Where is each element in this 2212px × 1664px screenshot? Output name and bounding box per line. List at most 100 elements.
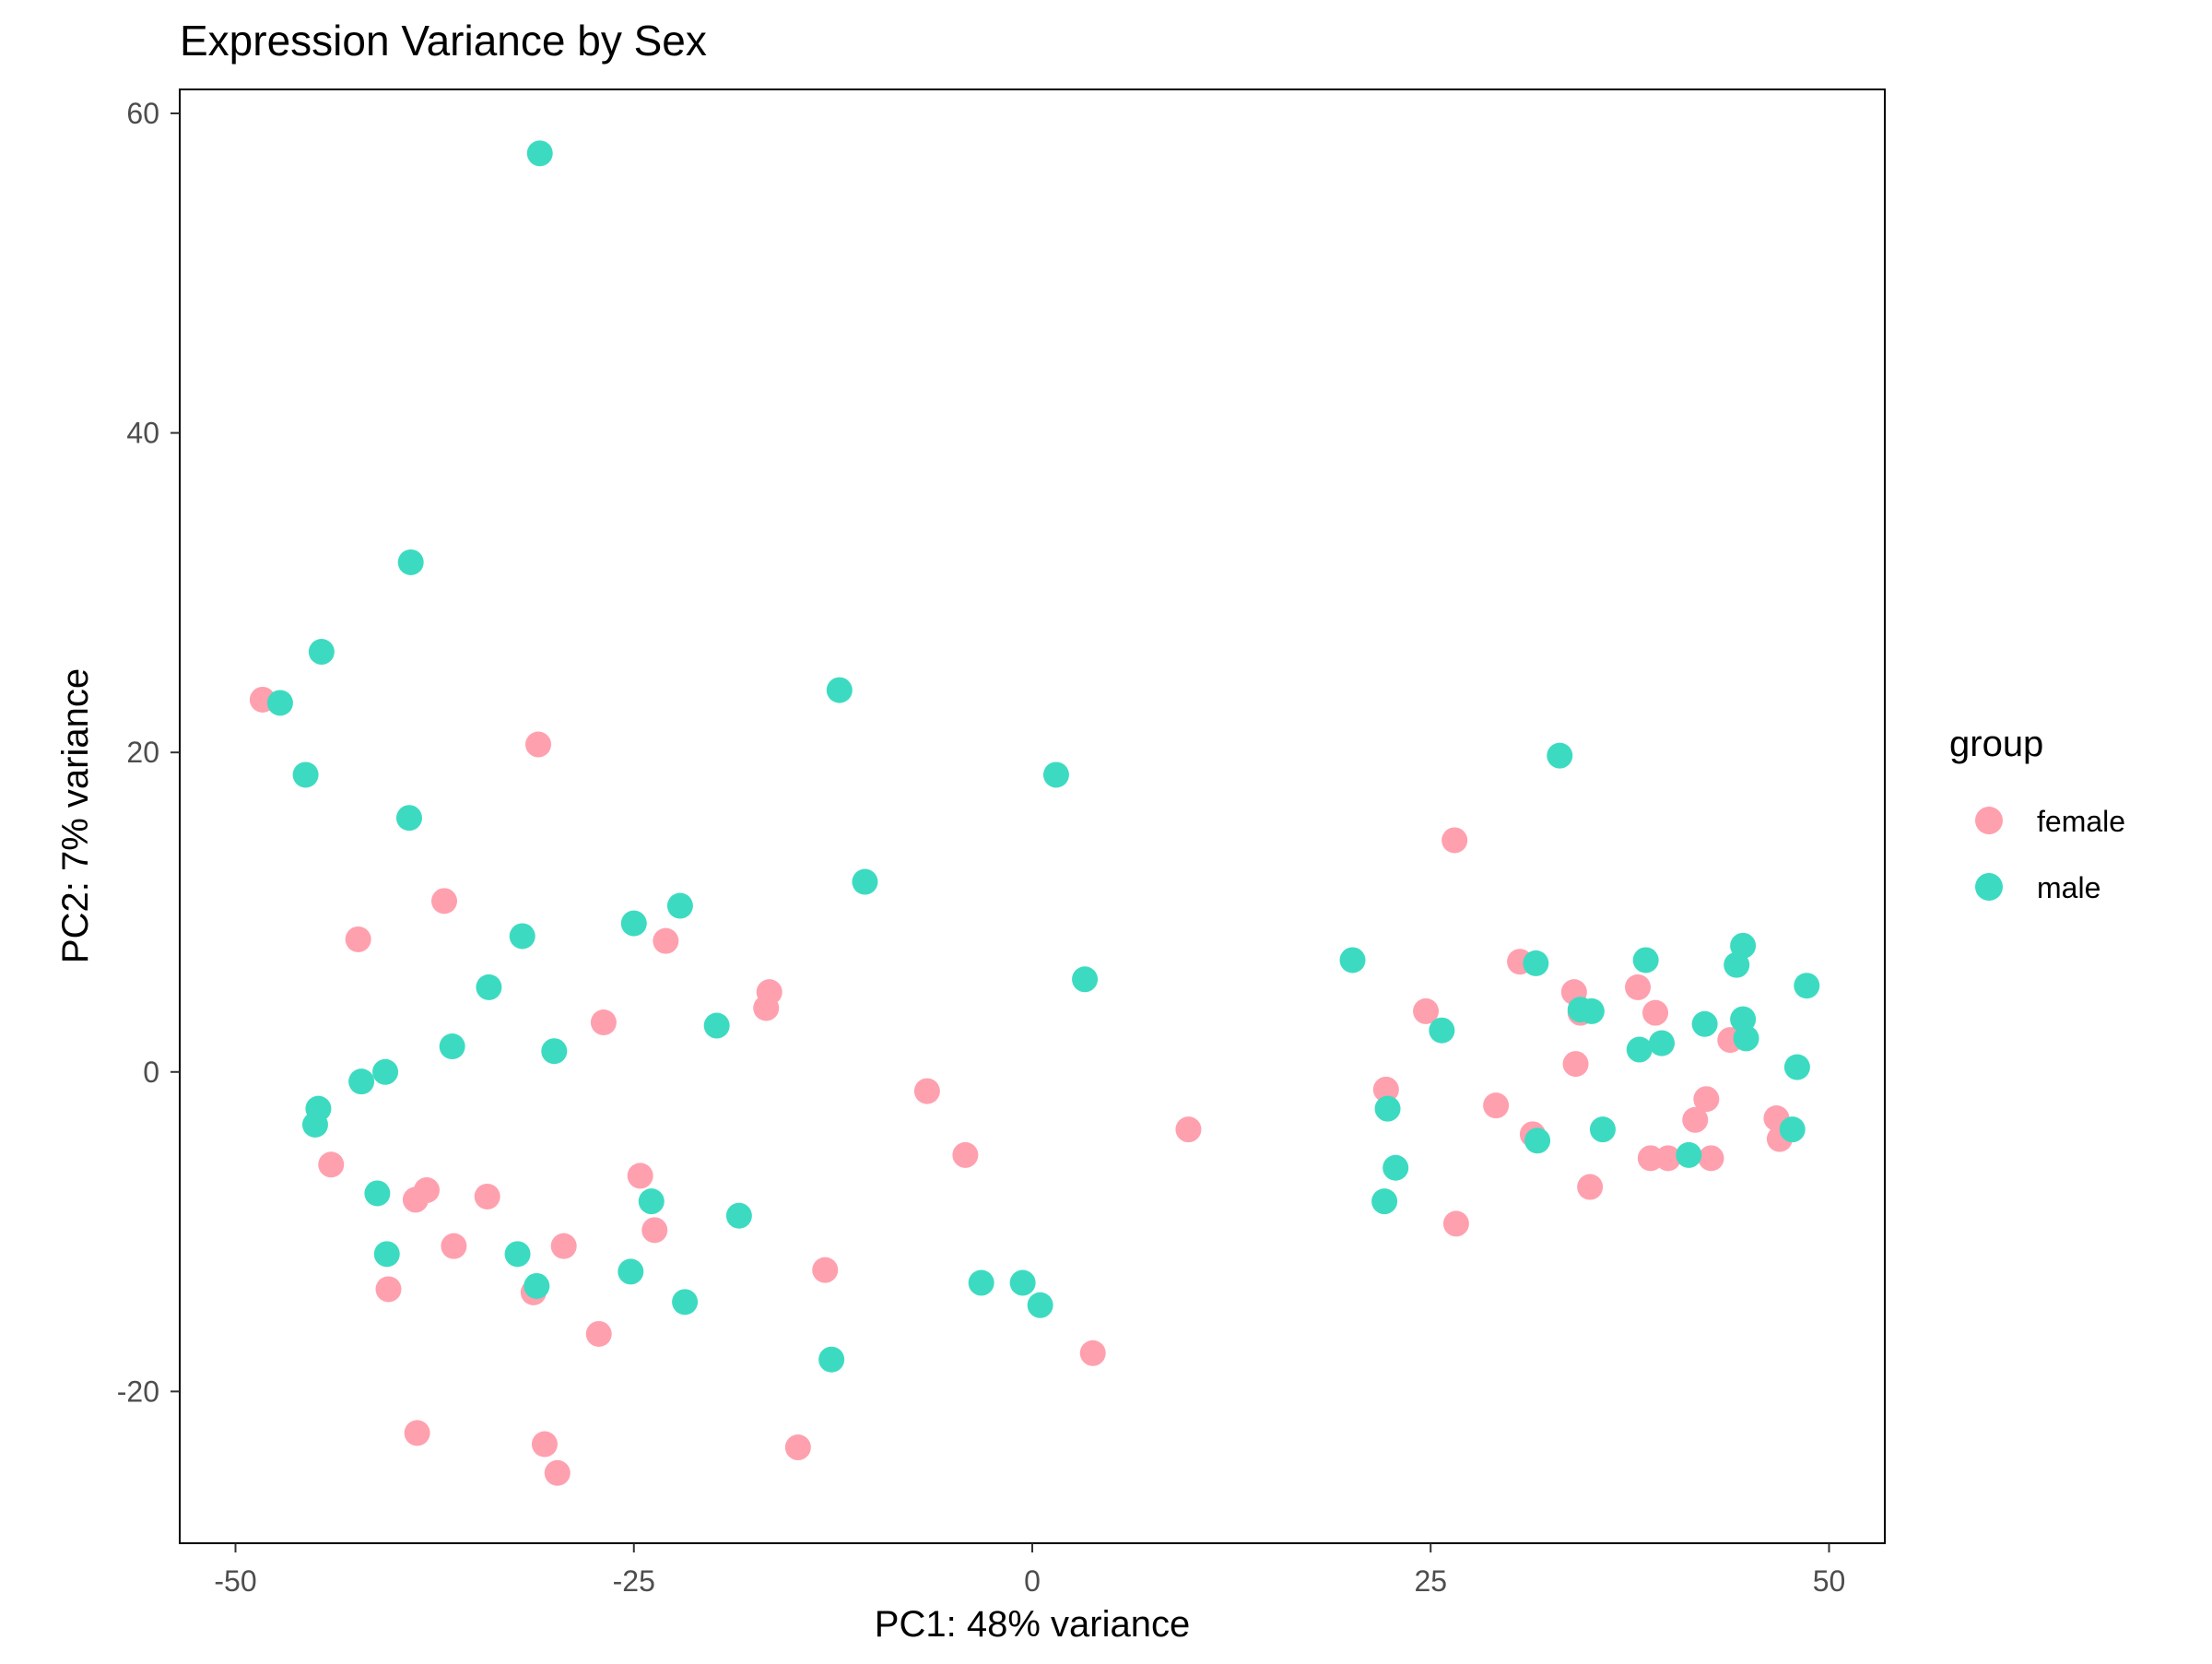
male-point xyxy=(372,1058,399,1085)
female-point xyxy=(1625,974,1652,1000)
female-point xyxy=(474,1183,500,1210)
female-point xyxy=(1483,1092,1510,1119)
female-point xyxy=(585,1320,612,1347)
female-point xyxy=(627,1162,653,1189)
female-point xyxy=(345,926,371,952)
x-tick-label: 25 xyxy=(1414,1564,1447,1598)
chart-title: Expression Variance by Sex xyxy=(180,17,707,65)
female-point xyxy=(1441,827,1468,854)
female-point xyxy=(952,1141,979,1168)
male-point xyxy=(526,140,553,167)
x-tick-label: -50 xyxy=(214,1564,256,1598)
male-point xyxy=(1691,1010,1718,1037)
female-point xyxy=(1577,1174,1604,1200)
female-point xyxy=(812,1257,839,1283)
male-point xyxy=(620,910,647,937)
legend-entries: female male xyxy=(1975,805,2125,904)
female-point xyxy=(1079,1339,1106,1366)
female-point xyxy=(404,1420,430,1446)
male-point xyxy=(1676,1141,1702,1168)
female-point xyxy=(550,1233,577,1259)
legend: group female male xyxy=(1949,724,2125,904)
y-axis-ticks: -20 0 20 40 60 xyxy=(117,97,180,1408)
female-point xyxy=(544,1459,571,1486)
y-tick-label: -20 xyxy=(117,1375,159,1408)
points-layer xyxy=(249,140,1820,1486)
male-point xyxy=(1382,1154,1409,1181)
male-point xyxy=(397,549,424,575)
male-point xyxy=(1027,1292,1053,1318)
male-point xyxy=(1779,1116,1806,1143)
female-point xyxy=(1693,1086,1720,1113)
male-point xyxy=(1724,951,1750,978)
female-point xyxy=(431,888,458,915)
male-point xyxy=(524,1272,550,1299)
male-point xyxy=(1794,973,1820,999)
female-point xyxy=(784,1434,811,1461)
y-tick-label: 0 xyxy=(143,1056,159,1089)
female-point xyxy=(1175,1116,1202,1143)
male-point xyxy=(666,892,693,919)
male-point xyxy=(1730,1006,1757,1033)
male-point xyxy=(439,1033,465,1060)
series-male xyxy=(266,140,1820,1373)
x-tick-label: 50 xyxy=(1813,1564,1846,1598)
male-point xyxy=(618,1258,644,1285)
x-axis-label: PC1: 48% variance xyxy=(875,1604,1190,1645)
male-point xyxy=(504,1241,531,1268)
female-point xyxy=(1698,1145,1724,1172)
male-point xyxy=(1339,947,1366,974)
male-point xyxy=(348,1068,375,1095)
male-point xyxy=(1783,1054,1810,1080)
male-point xyxy=(1733,1025,1759,1052)
x-axis-ticks: -50 -25 0 25 50 xyxy=(214,1543,1845,1598)
x-tick-label: -25 xyxy=(613,1564,655,1598)
female-point xyxy=(375,1276,402,1303)
male-point xyxy=(1578,997,1605,1024)
male-point xyxy=(1547,742,1573,769)
y-tick-label: 40 xyxy=(126,417,159,450)
male-point xyxy=(703,1012,730,1039)
y-tick-label: 20 xyxy=(126,736,159,769)
male-point xyxy=(852,868,878,895)
male-point xyxy=(1009,1269,1036,1296)
male-point xyxy=(1523,950,1549,976)
male-point xyxy=(1626,1036,1653,1063)
male-point xyxy=(1371,1188,1398,1215)
male-point xyxy=(301,1111,328,1138)
female-point xyxy=(1372,1076,1399,1103)
male-point xyxy=(1042,761,1069,788)
male-point xyxy=(541,1038,568,1065)
male-point xyxy=(373,1241,400,1268)
male-point xyxy=(1632,947,1659,974)
male-point xyxy=(476,974,502,1000)
male-point xyxy=(968,1269,994,1296)
female-point xyxy=(653,927,679,954)
male-point xyxy=(1589,1116,1616,1143)
x-tick-label: 0 xyxy=(1024,1564,1041,1598)
female-point xyxy=(318,1151,345,1178)
legend-title: group xyxy=(1949,724,2043,764)
female-point xyxy=(641,1217,668,1244)
male-point xyxy=(1524,1127,1551,1154)
female-point xyxy=(1413,997,1440,1024)
male-point xyxy=(818,1346,845,1373)
male-point xyxy=(1072,966,1099,993)
male-point xyxy=(638,1188,665,1215)
female-point xyxy=(590,1009,617,1036)
male-point xyxy=(1648,1030,1675,1056)
male-point xyxy=(308,639,335,666)
male-point xyxy=(292,761,319,788)
legend-label-female: female xyxy=(2037,805,2125,838)
male-point xyxy=(266,690,293,716)
legend-key-male xyxy=(1975,873,2003,901)
female-point xyxy=(753,995,780,1021)
female-point xyxy=(402,1186,429,1213)
y-tick-label: 60 xyxy=(126,97,159,130)
male-point xyxy=(1429,1017,1455,1044)
male-point xyxy=(1374,1095,1401,1122)
female-point xyxy=(1442,1210,1469,1237)
female-point xyxy=(1562,1051,1589,1078)
